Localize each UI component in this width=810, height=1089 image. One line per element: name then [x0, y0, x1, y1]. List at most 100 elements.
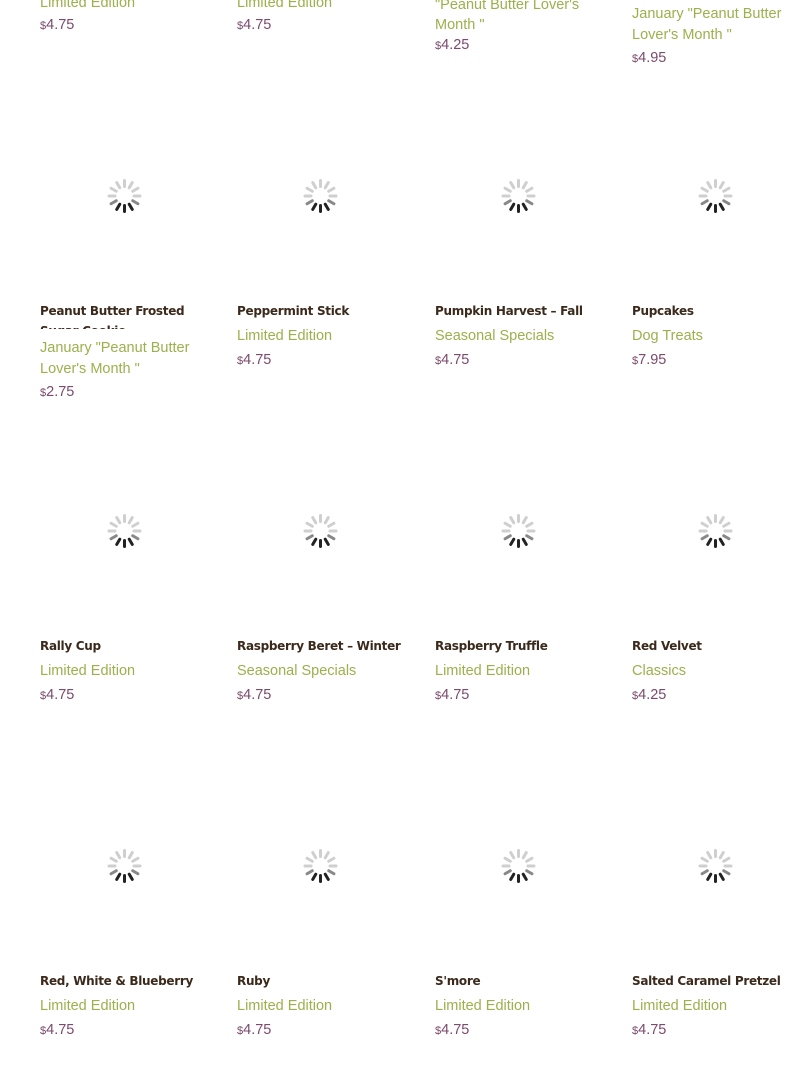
price-value: 4.75	[441, 686, 470, 703]
currency-symbol: $	[40, 20, 47, 32]
product-title[interactable]: Ruby	[237, 974, 270, 988]
currency-symbol: $	[40, 689, 47, 702]
loading-spinner-icon	[107, 849, 141, 883]
product-image[interactable]	[39, 441, 209, 621]
product-title[interactable]: Pumpkin Harvest – Fall	[435, 304, 583, 318]
product-category-link[interactable]: Limited Edition	[40, 663, 136, 679]
product-image[interactable]	[235, 441, 405, 621]
product-price: $4.75	[237, 687, 271, 703]
product-image[interactable]	[235, 106, 405, 286]
price-value: 4.95	[638, 50, 667, 66]
loading-spinner-icon	[501, 514, 535, 548]
product-category-link[interactable]: Seasonal Specials	[237, 663, 357, 679]
loading-spinner-icon	[107, 514, 141, 548]
product-price: $7.95	[632, 352, 666, 368]
product-category-link[interactable]: Seasonal Specials	[435, 328, 555, 344]
product-category-link[interactable]: Limited Edition	[237, 998, 333, 1014]
product-category-link[interactable]: Limited Edition	[40, 0, 136, 11]
price-value: 2.75	[46, 384, 75, 400]
loading-spinner-icon	[107, 179, 141, 213]
currency-symbol: $	[435, 1024, 442, 1037]
currency-symbol: $	[632, 1024, 639, 1037]
product-category-link[interactable]: Limited Edition	[237, 328, 333, 344]
product-image[interactable]	[433, 776, 603, 956]
currency-symbol: $	[40, 387, 47, 399]
product-image[interactable]	[39, 106, 209, 286]
product-title[interactable]: Salted Caramel Pretzel	[632, 974, 781, 988]
price-value: 4.75	[243, 351, 272, 368]
loading-spinner-icon	[698, 849, 732, 883]
currency-symbol: $	[435, 689, 442, 702]
product-price: $4.75	[632, 1022, 666, 1038]
product-image[interactable]	[630, 441, 800, 621]
product-price: $4.75	[40, 687, 74, 703]
product-category-link[interactable]: Classics, January "Peanut Butter Lover's…	[435, 0, 580, 33]
currency-symbol: $	[632, 53, 639, 65]
product-price: $4.75	[435, 687, 469, 703]
product-title[interactable]: Peanut Butter Frosted Sugar Cookie	[40, 304, 185, 329]
price-value: 4.25	[638, 686, 667, 703]
product-price: $4.25	[435, 37, 469, 53]
product-price: $4.75	[435, 1022, 469, 1038]
product-title[interactable]: Pupcakes	[632, 304, 694, 318]
currency-symbol: $	[435, 40, 442, 52]
product-category-link[interactable]: Limited Edition	[632, 998, 728, 1014]
product-price: $4.75	[237, 1022, 271, 1038]
product-category-link[interactable]: Limited Edition	[40, 998, 136, 1014]
price-value: 4.75	[243, 1021, 272, 1038]
loading-spinner-icon	[303, 179, 337, 213]
product-price: $4.75	[435, 352, 469, 368]
currency-symbol: $	[435, 354, 442, 367]
product-title[interactable]: Raspberry Truffle	[435, 639, 548, 653]
product-title[interactable]: S'more	[435, 974, 481, 988]
product-image[interactable]	[39, 776, 209, 956]
product-price: $4.75	[237, 17, 271, 33]
price-value: 4.75	[46, 686, 75, 703]
product-price: $4.75	[237, 352, 271, 368]
loading-spinner-icon	[501, 179, 535, 213]
price-value: 4.25	[441, 37, 470, 53]
price-value: 4.75	[441, 1021, 470, 1038]
currency-symbol: $	[237, 1024, 244, 1037]
currency-symbol: $	[237, 689, 244, 702]
product-image[interactable]	[630, 106, 800, 286]
product-category-link[interactable]: Limited Edition	[435, 998, 531, 1014]
product-title[interactable]: Red, White & Blueberry	[40, 974, 194, 988]
price-value: 4.75	[46, 17, 75, 33]
product-category-link[interactable]: Dog Treats	[632, 328, 703, 344]
currency-symbol: $	[632, 689, 639, 702]
loading-spinner-icon	[501, 849, 535, 883]
loading-spinner-icon	[698, 514, 732, 548]
product-title[interactable]: Raspberry Beret – Winter	[237, 639, 401, 653]
currency-symbol: $	[632, 354, 639, 367]
product-image[interactable]	[433, 106, 603, 286]
price-value: 4.75	[46, 1021, 75, 1038]
product-title[interactable]: Rally Cup	[40, 639, 101, 653]
product-image[interactable]	[433, 441, 603, 621]
price-value: 4.75	[441, 351, 470, 368]
product-price: $4.75	[40, 17, 74, 33]
product-price: $4.75	[40, 1022, 74, 1038]
price-value: 7.95	[638, 351, 667, 368]
product-price: $2.75	[40, 384, 74, 400]
currency-symbol: $	[40, 1024, 47, 1037]
product-title[interactable]: Red Velvet	[632, 639, 702, 653]
currency-symbol: $	[237, 20, 244, 32]
product-image[interactable]	[630, 776, 800, 956]
product-category-link[interactable]: January "Peanut Butter Lover's Month "	[632, 6, 782, 43]
currency-symbol: $	[237, 354, 244, 367]
loading-spinner-icon	[698, 179, 732, 213]
product-price: $4.25	[632, 687, 666, 703]
product-category-link[interactable]: Limited Edition	[237, 0, 333, 11]
product-category-link[interactable]: January "Peanut Butter Lover's Month "	[40, 340, 190, 377]
price-value: 4.75	[243, 686, 272, 703]
price-value: 4.75	[243, 17, 272, 33]
price-value: 4.75	[638, 1021, 667, 1038]
loading-spinner-icon	[303, 849, 337, 883]
product-image[interactable]	[235, 776, 405, 956]
product-title[interactable]: Peppermint Stick	[237, 304, 350, 318]
product-price: $4.95	[632, 50, 666, 66]
loading-spinner-icon	[303, 514, 337, 548]
product-category-link[interactable]: Limited Edition	[435, 663, 531, 679]
product-category-link[interactable]: Classics	[632, 663, 686, 679]
